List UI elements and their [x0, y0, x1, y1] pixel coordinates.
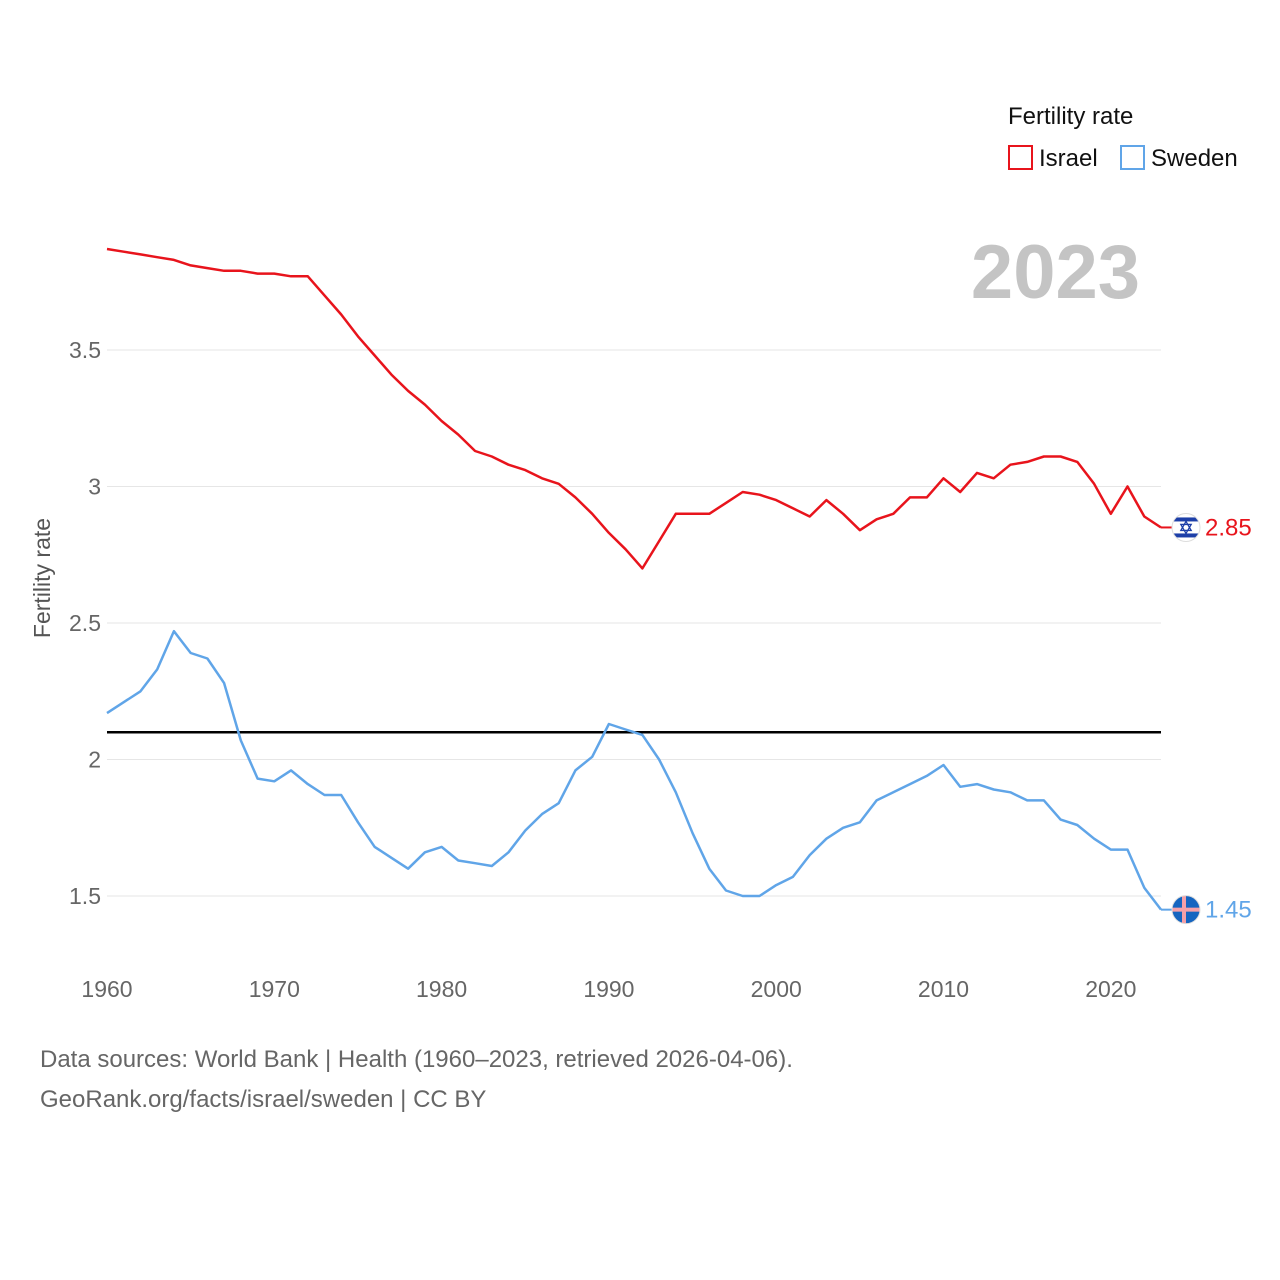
x-tick-label: 2010 — [918, 976, 969, 1002]
y-tick-label: 2 — [88, 747, 101, 773]
legend-swatch-israel[interactable] — [1008, 145, 1033, 170]
legend-swatch-sweden[interactable] — [1120, 145, 1145, 170]
x-tick-label: 2000 — [751, 976, 802, 1002]
year-display: 2023 — [971, 230, 1140, 315]
gridlines — [107, 349, 1161, 897]
y-tick-label: 2.5 — [69, 610, 101, 636]
end-value-label-sweden: 1.45 — [1205, 897, 1252, 924]
x-tick-label: 1960 — [81, 976, 132, 1002]
x-axis-ticks: 1960 1970 1980 1990 2000 2010 2020 — [81, 976, 1136, 1002]
end-value-label-israel: 2.85 — [1205, 514, 1252, 541]
y-axis-ticks: 1.5 2 2.5 3 3.5 — [69, 337, 101, 909]
legend: Fertility rate Israel Sweden — [1008, 103, 1238, 172]
x-tick-label: 1980 — [416, 976, 467, 1002]
israel-flag-icon — [1171, 512, 1201, 542]
legend-title: Fertility rate — [1008, 103, 1133, 130]
x-tick-label: 1990 — [583, 976, 634, 1002]
x-tick-label: 1970 — [249, 976, 300, 1002]
attribution-link[interactable]: GeoRank.org/facts/israel/sweden | CC BY — [40, 1086, 487, 1113]
data-sources-note: Data sources: World Bank | Health (1960–… — [40, 1046, 793, 1073]
legend-label-israel[interactable]: Israel — [1039, 145, 1098, 172]
series-line-sweden[interactable] — [106, 629, 1162, 911]
y-tick-label: 3.5 — [69, 337, 101, 363]
y-tick-label: 1.5 — [69, 883, 101, 909]
legend-label-sweden[interactable]: Sweden — [1151, 145, 1238, 172]
y-axis-title: Fertility rate — [29, 518, 55, 638]
series-lines — [106, 247, 1162, 911]
series-line-israel[interactable] — [106, 247, 1162, 570]
x-tick-label: 2020 — [1085, 976, 1136, 1002]
y-tick-label: 3 — [88, 474, 101, 500]
sweden-flag-icon — [1171, 895, 1201, 925]
end-markers: 2.85 1.45 — [1161, 512, 1252, 925]
